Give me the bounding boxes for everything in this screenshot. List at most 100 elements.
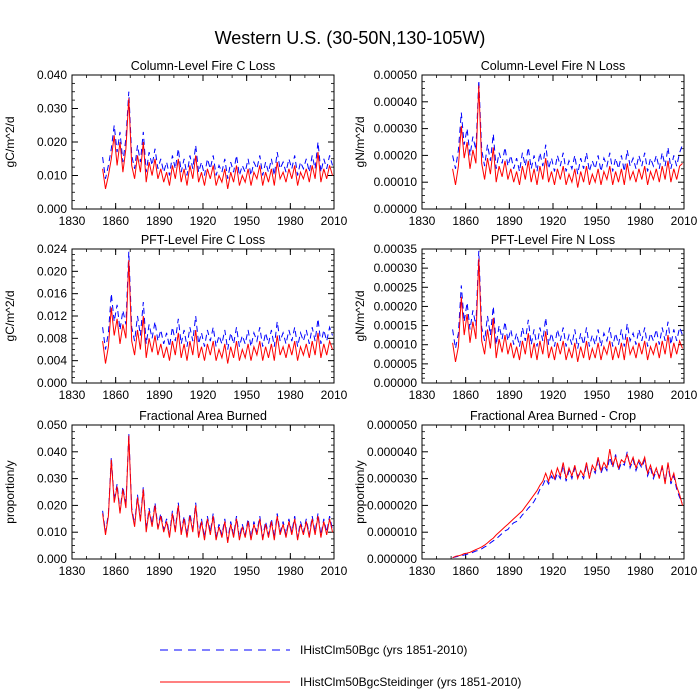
panel-4: PFT-Level Fire N Loss gN/m^2/d 1830 1860 189…	[353, 233, 698, 402]
x-tick-label: 1950	[583, 214, 610, 228]
y-axis-label: proportion/y	[353, 460, 367, 523]
legend-label: IHistClm50Bgc (yrs 1851-2010)	[300, 643, 467, 657]
y-tick-label: 0.000030	[367, 472, 417, 486]
panel-6: Fractional Area Burned - Crop proportion/…	[353, 409, 698, 578]
x-tick-label: 1950	[583, 564, 610, 578]
y-tick-label: 0.010	[37, 169, 67, 183]
x-tick-label: 1950	[583, 388, 610, 402]
x-tick-label: 1920	[540, 388, 567, 402]
series-line-ihistclm50bgcsteidinger	[452, 258, 683, 362]
y-tick-label: 0.00015	[374, 319, 418, 333]
x-tick-label: 1860	[102, 214, 129, 228]
x-tick-label: 1890	[496, 214, 523, 228]
y-tick-label: 0.004	[37, 354, 67, 368]
x-tick-label: 2010	[671, 388, 698, 402]
panel-title: Fractional Area Burned - Crop	[470, 409, 636, 423]
y-axis-label: gN/m^2/d	[353, 291, 367, 342]
plot-frame	[421, 74, 685, 210]
x-tick-label: 1920	[190, 214, 217, 228]
x-tick-label: 1830	[409, 214, 436, 228]
y-tick-label: 0.00005	[374, 357, 418, 371]
y-tick-label: 0.030	[37, 102, 67, 116]
x-tick-label: 2010	[321, 214, 348, 228]
x-tick-label: 1890	[146, 214, 173, 228]
plot-frame	[71, 74, 335, 210]
y-tick-label: 0.020	[37, 135, 67, 149]
x-tick-label: 1920	[540, 214, 567, 228]
plot-frame	[71, 424, 335, 560]
x-tick-label: 1830	[59, 388, 86, 402]
y-tick-label: 0.000010	[367, 525, 417, 539]
y-axis-label: gC/m^2/d	[3, 291, 17, 342]
x-tick-label: 2010	[321, 388, 348, 402]
y-tick-label: 0.00020	[374, 148, 418, 162]
y-tick-label: 0.016	[37, 287, 67, 301]
x-tick-label: 1860	[452, 214, 479, 228]
panel-1: Column-Level Fire C Loss gC/m^2/d 1830 1860…	[3, 59, 348, 228]
y-tick-label: 0.00010	[374, 175, 418, 189]
series-line-ihistclm50bgcsteidinger	[452, 449, 683, 559]
y-tick-label: 0.00000	[374, 202, 418, 216]
x-tick-label: 1920	[540, 564, 567, 578]
series-line-ihistclm50bgc	[102, 251, 333, 350]
series-line-ihistclm50bgc	[102, 91, 333, 179]
series-line-ihistclm50bgcsteidinger	[452, 85, 683, 188]
plot-frame	[71, 248, 335, 384]
y-tick-label: 0.040	[37, 68, 67, 82]
y-tick-label: 0.00025	[374, 280, 418, 294]
x-tick-label: 1980	[277, 388, 304, 402]
x-tick-label: 1890	[146, 564, 173, 578]
x-tick-label: 1950	[233, 564, 260, 578]
y-tick-label: 0.000020	[367, 498, 417, 512]
x-tick-label: 2010	[671, 214, 698, 228]
y-tick-label: 0.020	[37, 264, 67, 278]
y-tick-label: 0.030	[37, 472, 67, 486]
y-tick-label: 0.020	[37, 498, 67, 512]
panel-3: PFT-Level Fire C Loss gC/m^2/d 1830 1860 189…	[3, 233, 348, 402]
series-line-ihistclm50bgcsteidinger	[102, 260, 333, 364]
y-tick-label: 0.000040	[367, 445, 417, 459]
x-tick-label: 2010	[321, 564, 348, 578]
y-tick-label: 0.010	[37, 525, 67, 539]
y-tick-label: 0.00040	[374, 95, 418, 109]
x-tick-label: 1980	[277, 564, 304, 578]
y-tick-label: 0.024	[37, 242, 67, 256]
x-tick-label: 1890	[496, 388, 523, 402]
panel-title: Column-Level Fire N Loss	[481, 59, 626, 73]
x-tick-label: 1890	[496, 564, 523, 578]
x-tick-label: 1920	[190, 564, 217, 578]
y-tick-label: 0.000	[37, 376, 67, 390]
legend: IHistClm50Bgc (yrs 1851-2010) IHistClm50B…	[160, 643, 521, 689]
y-tick-label: 0.008	[37, 331, 67, 345]
y-tick-label: 0.000	[37, 552, 67, 566]
y-tick-label: 0.040	[37, 445, 67, 459]
panel-5: Fractional Area Burned proportion/y 1830 18…	[3, 409, 348, 578]
y-tick-label: 0.00030	[374, 122, 418, 136]
x-tick-label: 1980	[627, 564, 654, 578]
series-line-ihistclm50bgc	[102, 432, 333, 541]
x-tick-label: 1830	[409, 564, 436, 578]
x-tick-label: 1950	[233, 214, 260, 228]
panel-title: Fractional Area Burned	[139, 409, 267, 423]
figure-title: Western U.S. (30-50N,130-105W)	[215, 28, 486, 48]
y-tick-label: 0.00030	[374, 261, 418, 275]
y-tick-label: 0.00000	[374, 376, 418, 390]
x-tick-label: 1830	[409, 388, 436, 402]
x-tick-label: 1830	[59, 564, 86, 578]
x-tick-label: 1980	[277, 214, 304, 228]
y-tick-label: 0.000	[37, 202, 67, 216]
y-tick-label: 0.00020	[374, 299, 418, 313]
x-tick-label: 1860	[452, 388, 479, 402]
y-tick-label: 0.000050	[367, 418, 417, 432]
y-axis-label: gN/m^2/d	[353, 117, 367, 168]
y-tick-label: 0.00010	[374, 338, 418, 352]
x-tick-label: 1920	[190, 388, 217, 402]
series-line-ihistclm50bgc	[452, 250, 683, 349]
series-line-ihistclm50bgc	[452, 451, 683, 559]
panel-title: PFT-Level Fire C Loss	[141, 233, 265, 247]
plot-frame	[421, 424, 685, 560]
y-tick-label: 0.000000	[367, 552, 417, 566]
x-tick-label: 1950	[233, 388, 260, 402]
legend-label: IHistClm50BgcSteidinger (yrs 1851-2010)	[300, 675, 521, 689]
